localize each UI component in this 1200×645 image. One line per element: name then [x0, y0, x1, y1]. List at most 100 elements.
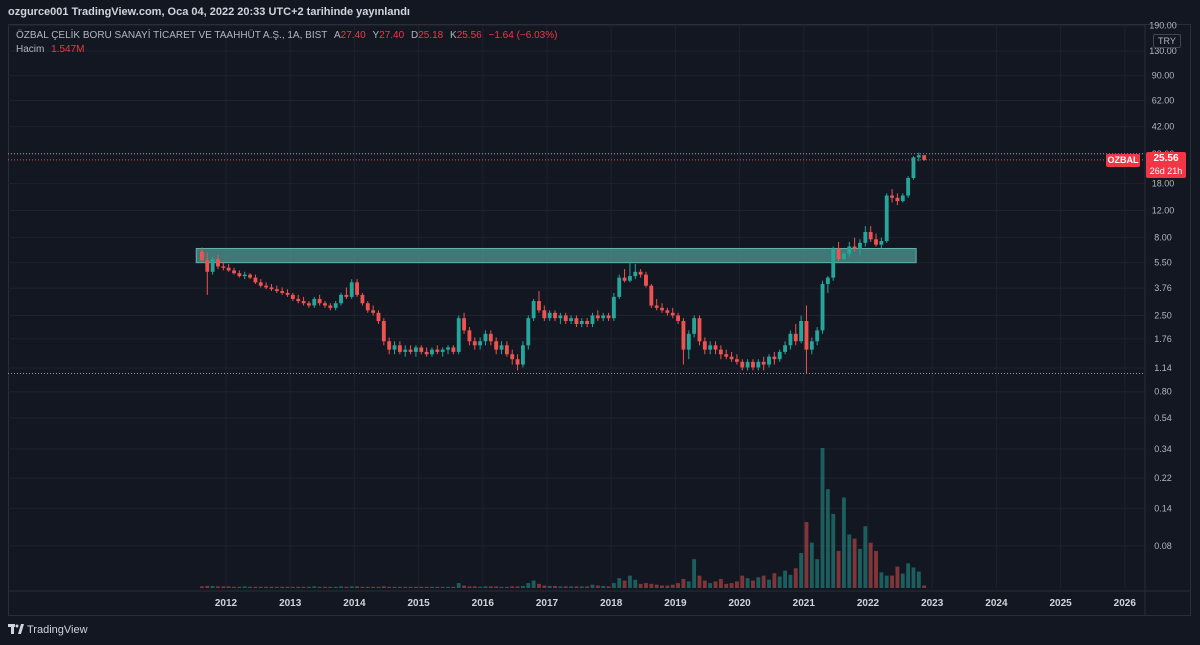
- volume-bar: [258, 586, 263, 588]
- volume-bar: [296, 586, 301, 588]
- candle-body: [841, 253, 846, 260]
- candle-body: [339, 294, 343, 304]
- candle: [660, 303, 664, 313]
- candle: [269, 283, 274, 292]
- candle-body: [900, 195, 905, 202]
- candle: [376, 310, 381, 325]
- candle: [852, 237, 857, 252]
- candle-body: [387, 341, 392, 350]
- candle-body: [916, 155, 921, 158]
- price-tick-label: 0.22: [1154, 473, 1172, 483]
- candle-body: [884, 195, 889, 242]
- candle-body: [328, 305, 333, 308]
- candle-body: [574, 318, 579, 325]
- candle-body: [408, 349, 413, 352]
- candle-body: [579, 321, 584, 325]
- candle: [868, 226, 873, 242]
- candle: [863, 226, 868, 247]
- time-tick-label: 2015: [407, 598, 430, 609]
- volume-bar: [515, 586, 520, 588]
- candle-body: [734, 359, 739, 362]
- price-tick-label: 130.00: [1149, 46, 1177, 56]
- candle: [729, 351, 734, 362]
- low-label: D: [410, 30, 419, 41]
- candle-body: [895, 197, 900, 202]
- volume-bar: [526, 583, 531, 588]
- candle: [520, 341, 525, 368]
- candle-body: [248, 274, 253, 278]
- candle: [611, 292, 616, 322]
- time-tick-label: 2018: [600, 598, 623, 609]
- candle: [633, 263, 638, 280]
- candle: [199, 247, 204, 262]
- volume-bar: [472, 586, 477, 588]
- candle: [381, 318, 386, 346]
- candle-body: [456, 318, 461, 352]
- volume-bar: [456, 583, 461, 588]
- candle-body: [772, 356, 777, 360]
- volume-bar: [895, 566, 900, 588]
- candle-body: [376, 312, 381, 322]
- volume-bar: [376, 586, 381, 588]
- candle: [654, 298, 659, 311]
- close-label: K: [450, 30, 457, 41]
- candle-body: [526, 318, 531, 346]
- candle: [922, 155, 927, 161]
- candle: [446, 345, 450, 355]
- currency-badge[interactable]: TRY: [1153, 34, 1181, 48]
- candle: [777, 349, 782, 362]
- volume-bar: [349, 586, 354, 588]
- candle-body: [478, 341, 483, 346]
- footer-brand[interactable]: TradingView: [8, 624, 88, 640]
- candle: [472, 337, 477, 350]
- candle-body: [676, 315, 681, 322]
- symbol-name[interactable]: ÖZBAL ÇELİK BORU SANAYİ TİCARET VE TAAHH…: [16, 30, 328, 41]
- candle-body: [210, 259, 215, 272]
- volume-bar: [210, 585, 215, 588]
- volume-bar: [488, 586, 493, 588]
- price-tick-label: 18.00: [1152, 178, 1175, 188]
- volume-bar: [569, 586, 574, 588]
- volume-bar: [542, 585, 547, 588]
- volume-bar: [232, 586, 236, 588]
- volume-bar: [365, 586, 370, 588]
- volume-bar: [740, 575, 745, 588]
- candle: [488, 330, 493, 346]
- candle: [745, 359, 750, 371]
- candle-body: [285, 292, 290, 295]
- candle: [280, 287, 285, 295]
- candle: [644, 271, 648, 288]
- candle: [430, 347, 434, 357]
- candle-body: [488, 333, 493, 342]
- candle-body: [397, 345, 402, 352]
- candle: [467, 327, 472, 346]
- volume-bar: [686, 581, 691, 588]
- volume-legend[interactable]: Hacim 1.547M: [16, 44, 84, 55]
- time-tick-label: 2026: [1114, 598, 1137, 609]
- candle-body: [199, 251, 204, 261]
- candle: [756, 359, 761, 371]
- candle: [515, 354, 520, 371]
- candle-body: [242, 274, 247, 277]
- volume-bar: [906, 563, 911, 588]
- price-tick-label: 62.00: [1152, 96, 1175, 106]
- candle-body: [269, 287, 274, 290]
- volume-bar: [397, 586, 402, 588]
- candle: [553, 310, 557, 322]
- volume-bar: [483, 586, 488, 588]
- candle: [858, 239, 862, 255]
- volume-bar: [783, 570, 788, 588]
- time-tick-label: 2020: [728, 598, 751, 609]
- candle-body: [756, 361, 761, 368]
- candle-body: [601, 315, 606, 319]
- bar-countdown: 26d 21h: [1149, 166, 1183, 176]
- volume-bar: [858, 548, 862, 588]
- volume-bar: [344, 586, 349, 588]
- volume-bar: [574, 586, 579, 588]
- volume-bar: [462, 585, 467, 588]
- candle: [413, 345, 418, 357]
- candle-body: [547, 312, 552, 319]
- volume-bar: [333, 586, 338, 588]
- candle-body: [563, 315, 568, 322]
